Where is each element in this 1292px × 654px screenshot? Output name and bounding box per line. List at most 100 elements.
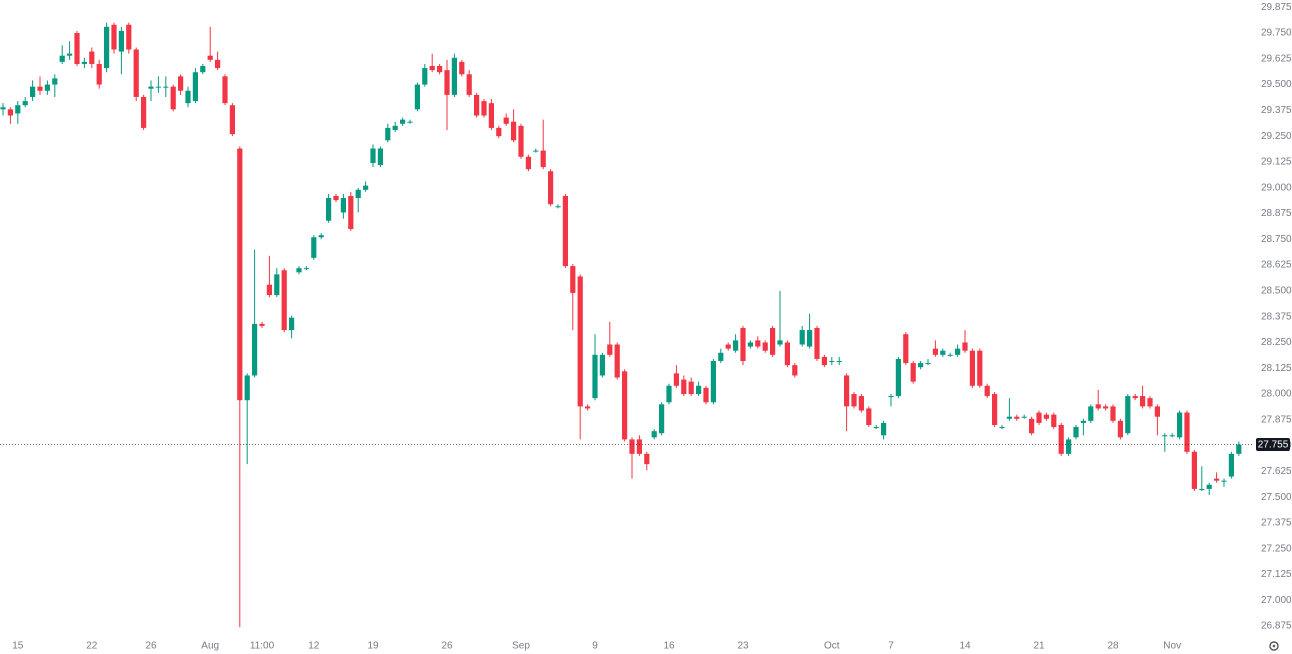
candle-body	[888, 396, 894, 398]
candle-body	[148, 86, 154, 89]
candle-body	[1058, 424, 1064, 454]
candle-body	[1029, 418, 1035, 434]
candle-body	[400, 119, 406, 124]
candle-body	[1014, 416, 1020, 419]
candle-body	[37, 86, 43, 91]
candle-body	[918, 363, 924, 368]
candle-body	[155, 86, 161, 88]
x-tick-label: 12	[308, 641, 320, 652]
x-tick-label: 11:00	[250, 641, 275, 652]
y-tick-label: 28.375	[1261, 311, 1292, 322]
candle-body	[932, 348, 938, 355]
candle-body	[385, 127, 391, 141]
candle-body	[1080, 420, 1086, 423]
candle-body	[518, 125, 524, 157]
y-tick-label: 29.375	[1261, 105, 1292, 116]
candle-body	[562, 195, 568, 267]
y-tick-label: 27.375	[1261, 518, 1292, 529]
candle-body	[303, 268, 309, 270]
candle-body	[407, 121, 413, 123]
candle-body	[422, 68, 428, 85]
candle-body	[59, 55, 65, 62]
candle-body	[977, 350, 983, 386]
candle-body	[836, 361, 842, 363]
candle-body	[733, 340, 739, 351]
candle-body	[474, 94, 480, 116]
y-tick-label: 27.250	[1261, 543, 1292, 554]
candle-body	[1177, 412, 1183, 438]
candle-body	[607, 344, 613, 355]
candle-body	[681, 379, 687, 395]
candle-body	[414, 84, 420, 110]
y-tick-label: 29.500	[1261, 79, 1292, 90]
candle-body	[770, 328, 776, 355]
candle-body	[999, 427, 1005, 429]
candle-body	[555, 206, 561, 208]
candle-body	[1162, 435, 1168, 437]
candle-body	[718, 352, 724, 362]
candle-body	[703, 387, 709, 403]
candle-body	[710, 361, 716, 403]
candle-body	[548, 171, 554, 205]
candle-body	[429, 66, 435, 71]
candle-body	[488, 103, 494, 128]
candle-body	[170, 86, 176, 110]
x-tick-label: 15	[12, 641, 24, 652]
candle-body	[873, 427, 879, 429]
candle-body	[940, 350, 946, 355]
candle-body	[814, 328, 820, 359]
y-tick-label: 27.625	[1261, 466, 1292, 477]
candle-body	[1066, 439, 1072, 454]
y-tick-label: 27.000	[1261, 595, 1292, 606]
candle-body	[1236, 444, 1242, 454]
candle-body	[44, 84, 50, 91]
x-tick-label: 19	[367, 641, 379, 652]
settings-gear[interactable]	[1269, 641, 1279, 651]
candle-body	[67, 53, 73, 56]
candle-body	[259, 323, 265, 326]
candle-body	[696, 385, 702, 395]
y-tick-label: 29.875	[1261, 2, 1292, 13]
candle-body	[777, 340, 783, 345]
candle-body	[992, 394, 998, 425]
x-tick-label: 26	[145, 641, 157, 652]
candle-body	[22, 101, 28, 106]
candle-body	[89, 51, 95, 64]
candle-body	[525, 156, 531, 170]
candle-body	[844, 375, 850, 407]
candle-body	[311, 237, 317, 258]
y-tick-label: 29.625	[1261, 53, 1292, 64]
candle-body	[821, 356, 827, 366]
y-tick-label: 28.000	[1261, 389, 1292, 400]
candle-body	[807, 330, 813, 347]
y-tick-label: 26.875	[1261, 621, 1292, 632]
candle-body	[881, 422, 887, 436]
candle-body	[955, 348, 961, 355]
candle-body	[784, 342, 790, 366]
candle-body	[1140, 396, 1146, 407]
x-tick-label: Aug	[201, 641, 219, 652]
settings-icon[interactable]	[1269, 641, 1279, 651]
candle-body	[947, 354, 953, 356]
candle-body	[1125, 396, 1131, 434]
x-tick-label: 26	[441, 641, 453, 652]
y-tick-label: 29.000	[1261, 182, 1292, 193]
candle-body	[1073, 427, 1079, 438]
candle-body	[104, 26, 110, 69]
candle-body	[725, 344, 731, 349]
candle-body	[1051, 414, 1057, 428]
candle-body	[496, 127, 502, 137]
x-tick-label: 21	[1033, 641, 1045, 652]
candle-body	[348, 195, 354, 229]
candle-body	[592, 354, 598, 399]
candle-body	[614, 344, 620, 378]
candle-body	[570, 266, 576, 293]
candle-body	[622, 371, 628, 440]
candle-body	[289, 317, 295, 331]
candle-body	[163, 86, 169, 88]
candle-body	[636, 439, 642, 454]
candle-body	[30, 86, 36, 97]
candle-body	[215, 59, 221, 69]
candle-body	[0, 107, 6, 110]
candle-body	[133, 49, 139, 97]
